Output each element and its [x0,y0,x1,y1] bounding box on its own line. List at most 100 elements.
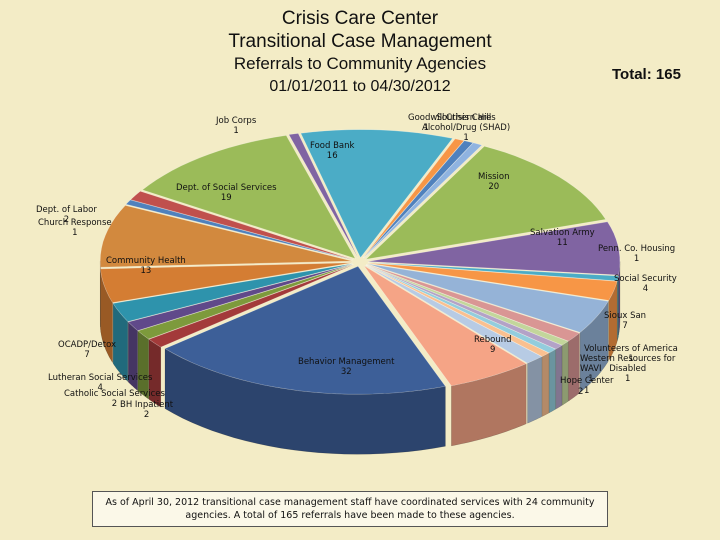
slice-label-8: Church Response 1 [38,218,112,238]
pie-slice-side-4 [579,300,609,393]
slice-label-value: 1 [233,126,239,136]
chart-title-line2: Transitional Case Management [228,31,492,52]
pie-slice-14 [137,264,354,340]
slice-label-value: 4 [97,383,103,393]
slice-label-value: 1 [624,374,631,384]
slice-label-21: Western Resources for Disabled 1 [580,354,675,384]
slice-label-value: 2 [63,215,70,225]
slice-label-name: Dept. of Social Services [176,183,277,193]
slice-label-name: OCADP/Detox [58,340,117,350]
pie-slice-25 [363,140,474,259]
slice-label-18: Catholic Social Services 2 [64,389,165,409]
slice-label-0: Job Corps 1 [216,116,256,136]
pie-slice-26 [363,142,483,259]
slice-label-23: Hope Center 1 [560,376,614,396]
slice-label-12: Social Security 4 [614,274,677,294]
summary-note: As of April 30, 2012 transitional case m… [92,491,608,527]
pie-slice-6 [366,264,569,346]
slice-label-name: Lutheran Social Services [48,373,153,383]
pie-slice-side-17 [100,268,113,364]
slice-label-name: Penn. Co. Housing [598,244,676,254]
pie-slice-24 [362,138,465,259]
pie-slice-1 [367,221,621,276]
pie-slice-side-1 [618,261,621,336]
slice-label-name: WAVI [580,364,602,374]
pie-slice-10 [365,265,543,364]
slice-label-name: Community Health [106,256,186,266]
pie-slice-16 [112,263,353,322]
slice-label-3: Crisis Care [446,113,491,123]
slice-label-1: Food Bank 16 [310,141,354,161]
slice-label-name: Catholic Social Services [64,389,165,399]
slice-label-value: 32 [340,367,352,377]
pie-slice-side-10 [527,356,543,424]
pie-slice-side-9 [541,352,550,417]
pie-slice-20 [129,190,354,261]
slice-label-name: Food Bank [310,141,355,151]
slice-label-name: Western Resources for Disabled [580,354,676,374]
pie-slice-8 [365,264,557,354]
slice-label-9: Salvation Army 11 [530,228,595,248]
pie-slice-3 [367,262,618,301]
slice-label-15: Rebound 9 [474,335,512,355]
slice-label-value: 13 [140,266,152,276]
slice-label-value: 2 [111,399,118,409]
slice-label-name: Job Corps [216,116,257,126]
slice-label-value: 7 [84,350,90,360]
pie-slice-18 [99,205,353,268]
pie-slice-side-3 [608,281,618,362]
pie-slice-0 [365,145,607,260]
slice-label-value: 1 [588,374,594,384]
slice-label-22: WAVI 1 [580,364,602,384]
pie-slice-9 [365,264,550,357]
slice-label-5: Mission 20 [478,172,510,192]
slice-label-6: Dept. of Social Services 19 [176,183,277,203]
total-label: Total: 165 [612,66,681,83]
slice-label-value: 2 [578,387,584,397]
slice-label-14: OCADP/Detox 7 [58,340,116,360]
pie-slice-15 [127,263,354,331]
slice-label-name: Dept. of Labor [36,205,97,215]
pie-slice-side-7 [555,344,563,410]
slice-label-name: Rebound [474,335,512,345]
slice-label-13: Sioux San 7 [604,311,646,331]
chart-subtitle: Referrals to Community Agencies [233,54,487,73]
slice-label-value: 1 [584,386,590,396]
pie-slice-7 [365,264,563,350]
slice-label-17: Lutheran Social Services 4 [48,373,152,393]
pie-slice-2 [367,262,619,282]
slice-label-value: 9 [490,345,496,355]
pie-slice-side-13 [148,338,162,408]
slice-label-7: Dept. of Labor 2 [36,205,97,225]
slice-label-value: 1 [423,123,429,133]
slice-label-20: Volunteers of America 1 [584,344,678,364]
pie-slice-4 [367,263,609,333]
slice-label-name: Volunteers of America [584,344,678,354]
slice-label-value: 1 [72,228,78,238]
pie-slice-12 [164,265,446,395]
slice-label-name: Sioux San [604,311,647,321]
slice-label-value: 1 [633,254,640,264]
slice-label-value: 20 [488,182,500,192]
pie-slice-5 [366,264,581,342]
slice-label-value: 1 [628,354,634,364]
slice-label-value: 19 [220,193,232,203]
slice-label-value: 4 [642,284,649,294]
slice-label-name: Church Response [38,218,112,228]
slice-label-4: Southern Hills Alcohol/Drug (SHAD) 1 [422,113,510,143]
pie-slice-11 [363,265,527,387]
slice-label-value: 1 [463,133,469,143]
slice-label-name: BH Inpatient [120,400,174,410]
slice-label-24: 2 [578,387,583,397]
slice-label-16: Behavior Management 32 [298,357,394,377]
pie-slice-23 [300,129,454,259]
slice-label-value: 16 [326,151,338,161]
pie-slice-side-8 [548,348,556,414]
pie-slice-side-14 [137,330,149,400]
slice-label-name: Mission [478,172,510,182]
slice-label-name: Hope Center [560,376,614,386]
slice-label-2: Goodwill 1 [408,113,444,133]
slice-label-name: Salvation Army [530,228,595,238]
slice-label-value: 2 [143,410,150,420]
slice-label-11: Community Health 13 [106,256,186,276]
